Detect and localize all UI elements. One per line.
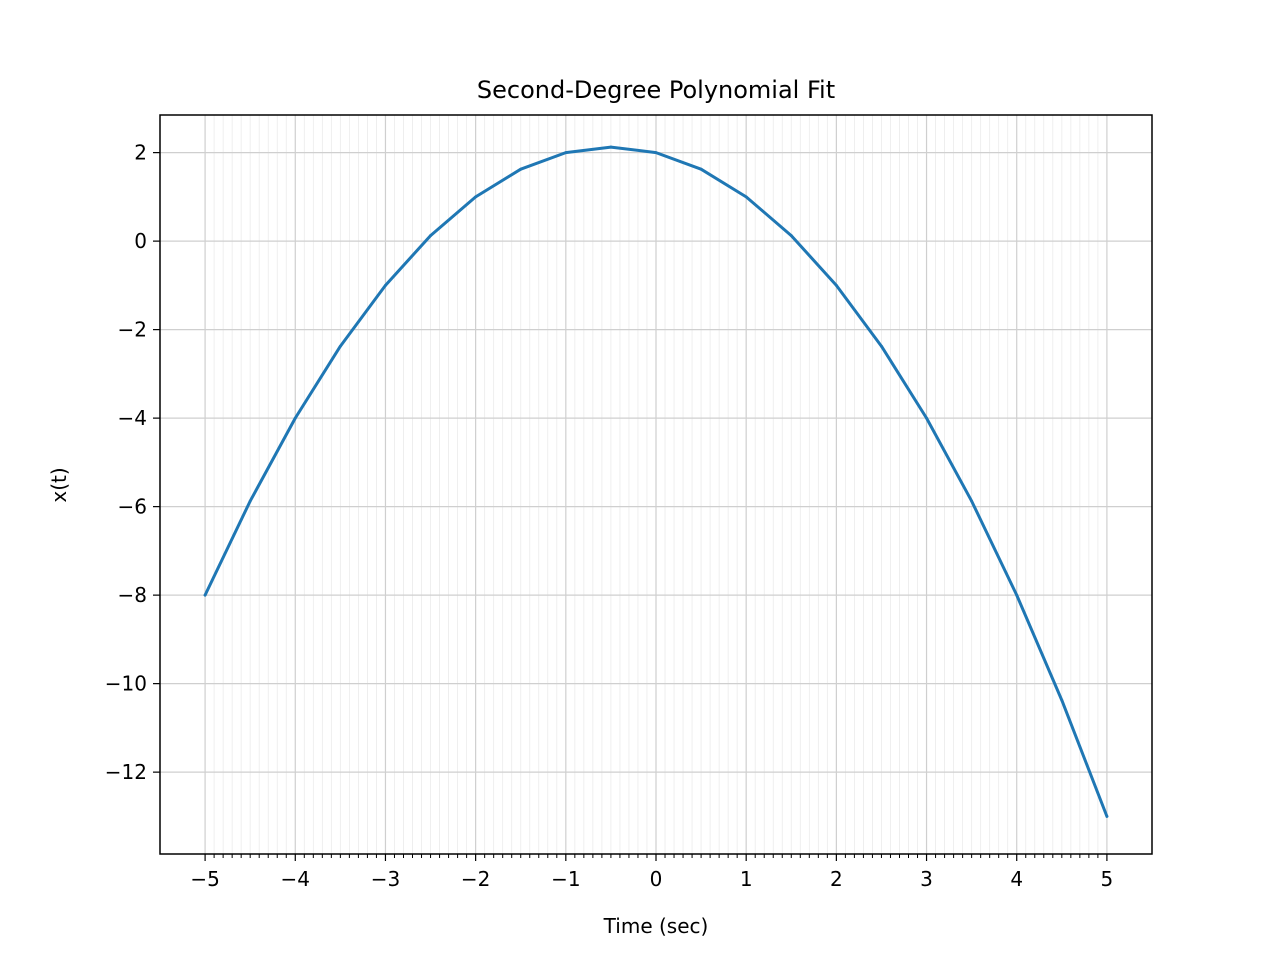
data-point: [834, 283, 838, 287]
data-point: [970, 499, 974, 503]
x-tick-label: −3: [371, 867, 400, 891]
y-tick-label: −8: [118, 583, 147, 607]
y-tick-label: −2: [118, 318, 147, 342]
x-tick-label: 0: [650, 867, 663, 891]
x-tick-label: 1: [740, 867, 753, 891]
y-axis-label: x(t): [47, 467, 71, 502]
data-point: [744, 195, 748, 199]
x-tick-label: 5: [1101, 867, 1114, 891]
minor-grid: [213, 115, 1099, 854]
x-tick-label: −5: [190, 867, 219, 891]
major-grid: [160, 115, 1152, 854]
y-axis-ticks: 2 0 −2 −4 −6 −8 −10 −12: [105, 141, 160, 784]
data-point: [203, 593, 207, 597]
data-point: [338, 344, 342, 348]
x-tick-label: −2: [461, 867, 490, 891]
x-tick-label: 2: [830, 867, 843, 891]
data-point: [789, 234, 793, 237]
y-tick-label: −10: [105, 672, 147, 696]
data-point: [564, 151, 568, 155]
data-point: [519, 167, 523, 171]
x-axis-ticks: −5 −4 −3 −2 −1 0 1 2 3 4 5: [190, 854, 1113, 891]
x-tick-label: −1: [551, 867, 580, 891]
x-axis-label: Time (sec): [603, 914, 709, 938]
series-layer: [203, 145, 1109, 818]
y-tick-label: 2: [134, 141, 147, 165]
data-point: [880, 344, 883, 348]
data-point: [293, 416, 297, 420]
x-tick-label: −4: [281, 867, 310, 891]
data-point: [1015, 593, 1019, 597]
y-tick-label: −4: [118, 406, 147, 430]
data-point: [384, 283, 387, 287]
data-point: [1060, 698, 1064, 702]
data-point: [1105, 814, 1109, 818]
y-tick-label: −6: [118, 495, 147, 519]
data-point: [248, 499, 252, 503]
x-tick-label: 4: [1010, 867, 1023, 891]
x-tick-label: 3: [920, 867, 933, 891]
y-tick-label: 0: [134, 229, 147, 253]
chart-title: Second-Degree Polynomial Fit: [477, 76, 835, 104]
data-point: [925, 416, 928, 420]
y-tick-label: −12: [105, 760, 147, 784]
data-point: [474, 195, 478, 199]
data-point: [654, 151, 658, 155]
data-point: [609, 145, 613, 149]
data-point: [699, 167, 703, 171]
data-point: [429, 234, 432, 237]
